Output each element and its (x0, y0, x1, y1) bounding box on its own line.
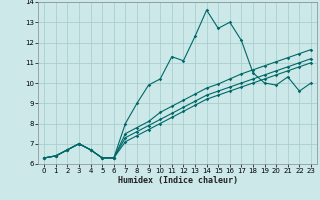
X-axis label: Humidex (Indice chaleur): Humidex (Indice chaleur) (118, 176, 238, 185)
